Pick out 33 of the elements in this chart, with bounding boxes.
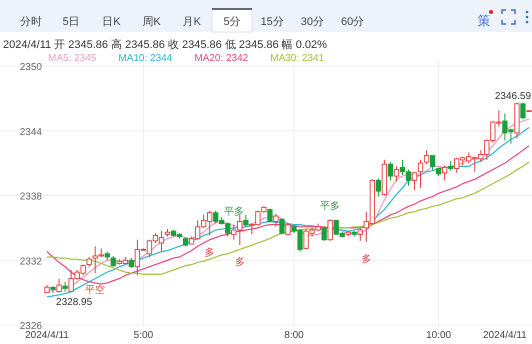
annotation: 平多 bbox=[224, 206, 244, 218]
y-tick-label: 2344 bbox=[20, 126, 42, 138]
text: 日K bbox=[102, 16, 122, 28]
x-tick-label: 8:00 bbox=[284, 330, 304, 341]
x-tick-label: 2024/4/11 bbox=[483, 330, 528, 341]
y-tick-label: 2332 bbox=[20, 256, 42, 268]
text: 15分 bbox=[260, 16, 284, 28]
text: 策 bbox=[478, 13, 490, 28]
text: 月K bbox=[182, 16, 202, 28]
x-tick-label: 10:00 bbox=[426, 330, 452, 341]
text: 5日 bbox=[62, 16, 80, 28]
annotation: 多 bbox=[204, 246, 215, 258]
chart-title: 2024/4/11 开 2345.86 高 2345.86 收 2345.86 低 2345.86 幅 0.02% bbox=[3, 38, 328, 51]
text: 分时 bbox=[20, 15, 42, 28]
text: MA20: 2342 bbox=[194, 53, 249, 64]
text: MA30: 2341 bbox=[270, 53, 325, 64]
annotation: 多 bbox=[234, 256, 245, 268]
text: 60分 bbox=[340, 16, 364, 28]
y-tick-label: 2326 bbox=[20, 321, 42, 332]
annotation: 平空 bbox=[85, 284, 106, 296]
annotation: 2346.59 bbox=[494, 90, 532, 102]
text: 周K bbox=[142, 16, 162, 28]
annotation: 多 bbox=[361, 252, 372, 265]
annotation: 平多 bbox=[320, 200, 340, 212]
annotation: 2328.95 bbox=[56, 297, 93, 308]
x-tick-label: 2024/4/11 bbox=[25, 330, 70, 341]
y-tick-label: 2350 bbox=[20, 62, 42, 73]
text: 30分 bbox=[300, 16, 324, 28]
text: MA5: 2345 bbox=[48, 53, 97, 64]
y-tick-label: 2338 bbox=[20, 192, 42, 202]
x-tick-label: 5:00 bbox=[134, 330, 154, 341]
text: MA10: 2344 bbox=[118, 53, 173, 64]
text: 5分 bbox=[223, 16, 241, 28]
